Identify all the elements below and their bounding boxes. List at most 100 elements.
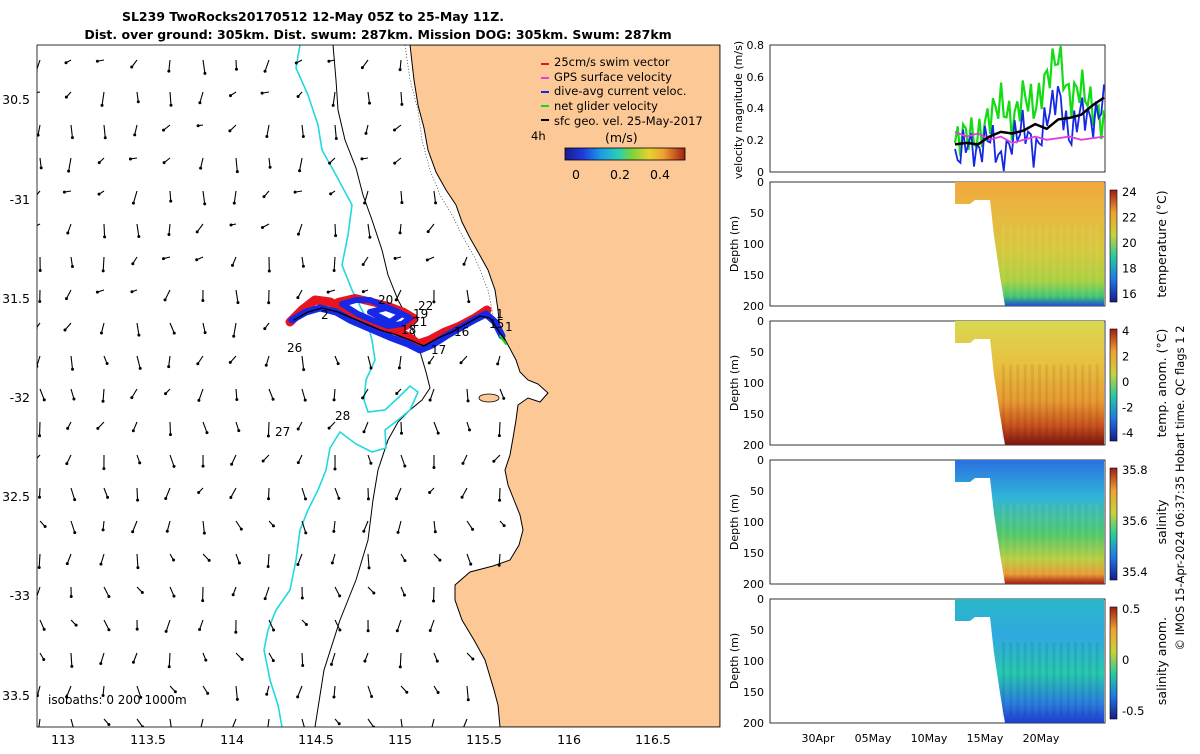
velocity-arrowhead (302, 368, 305, 371)
velocity-arrowhead (70, 595, 73, 598)
velocity-arrowhead (405, 691, 408, 694)
section-streak (1031, 503, 1034, 577)
velocity-arrowhead (272, 398, 275, 401)
velocity-arrowhead (173, 332, 176, 335)
velocity-arrowhead (261, 226, 264, 229)
section-streak (1052, 642, 1055, 716)
section-ylabel: Depth (m) (728, 216, 741, 272)
colorbar-tick: 20 (1122, 236, 1137, 250)
velocity-arrowhead (304, 497, 307, 500)
xtick: 30Apr (801, 732, 835, 745)
velocity-arrowhead (73, 531, 76, 534)
section-streak (1060, 642, 1063, 716)
velocity-arrow (499, 422, 500, 436)
section-streak (1074, 503, 1077, 577)
section-streak (1074, 642, 1077, 716)
velocity-arrowhead (496, 362, 499, 365)
velocity-arrowhead (266, 729, 269, 732)
velocity-arrowhead (269, 166, 272, 169)
colorbar-tick: 35.8 (1122, 463, 1148, 477)
day-label: 17 (431, 343, 446, 357)
section-streak (1002, 642, 1005, 716)
section-streak (1002, 503, 1005, 577)
colorbar-tick: -4 (1122, 426, 1133, 440)
title-line1: SL239 TwoRocks20170512 12-May 05Z to 25-… (122, 9, 504, 24)
velocity-arrowhead (199, 167, 202, 170)
velocity-arrowhead (164, 298, 167, 301)
colorbar-units: (m/s) (605, 130, 638, 145)
velocity-arrowhead (363, 201, 366, 204)
lat-tick: 31.5 (2, 291, 30, 306)
section-streak (1052, 225, 1055, 299)
colorbar-tick: 35.6 (1122, 514, 1148, 528)
section-streak (1009, 642, 1012, 716)
velocity-arrowhead (233, 202, 236, 205)
velocity-arrowhead (65, 61, 68, 64)
velocity-arrowhead (272, 659, 275, 662)
velocity-arrow (335, 224, 336, 236)
velocity-arrowhead (437, 432, 440, 435)
velocity-arrow (170, 191, 171, 201)
velocity-arrowhead (167, 365, 170, 368)
velocity-arrowhead (395, 298, 398, 301)
velocity-arrowhead (267, 497, 270, 500)
velocity-arrowhead (131, 530, 134, 533)
velocity-arrowhead (327, 291, 330, 294)
velocity-arrowhead (99, 662, 102, 665)
velocity-arrowhead (467, 698, 470, 701)
velocity-arrowhead (130, 65, 133, 68)
velocity-arrowhead (298, 169, 301, 172)
velocity-arrowhead (305, 623, 308, 626)
colorbar-tick: 2 (1122, 350, 1129, 364)
velocity-arrowhead (203, 72, 206, 75)
velocity-arrowhead (170, 104, 173, 107)
legend-label: GPS surface velocity (554, 70, 672, 84)
velocity-arrowhead (240, 528, 243, 531)
colorbar-tick: 4 (1122, 324, 1129, 338)
velocity-arrowhead (198, 628, 201, 631)
velocity-arrowhead (208, 559, 211, 562)
velocity-arrowhead (332, 104, 335, 107)
velocity-arrowhead (337, 497, 340, 500)
section-streak (1060, 503, 1063, 577)
velocity-arrowhead (503, 524, 506, 527)
velocity-arrowhead (403, 559, 406, 562)
velocity-arrowhead (362, 290, 365, 293)
section-streak (1009, 364, 1012, 438)
map-panel: 26 27 28 22 20 21 19 18 17 16 15 1 1 2 1… (2, 45, 720, 747)
section-ylabel: Depth (m) (728, 355, 741, 411)
velocity-arrowhead (132, 202, 135, 205)
lat-tick: 33.5 (2, 688, 30, 703)
ytick: 150 (743, 408, 764, 421)
velocity-arrowhead (40, 166, 43, 169)
velocity-arrowhead (372, 591, 375, 594)
velocity-arrowhead (63, 329, 66, 332)
section-colorbar (1110, 468, 1117, 580)
ytick: 200 (743, 717, 764, 730)
velocity-arrowhead (296, 695, 299, 698)
ytick: 100 (743, 516, 764, 529)
xtick: 10May (911, 732, 948, 745)
colorbar-tick: 0 (572, 167, 580, 182)
velocity-arrowhead (32, 92, 35, 95)
section-streak (1031, 642, 1034, 716)
section-streak (1045, 225, 1048, 299)
velocity-arrowhead (368, 102, 371, 105)
lon-tick: 113 (51, 732, 75, 747)
day-label: 1 (505, 320, 513, 334)
velocity-arrowhead (43, 398, 46, 401)
velocity-arrowhead (459, 361, 462, 364)
velocity-arrowhead (332, 530, 335, 533)
velocity-arrowhead (139, 367, 142, 370)
velocity-arrowhead (42, 658, 45, 661)
velocity-arrowhead (162, 129, 165, 132)
day-label: 16 (454, 325, 469, 339)
velocity-arrowhead (429, 399, 432, 402)
velocity-arrowhead (361, 66, 364, 69)
section-streak (1088, 503, 1091, 577)
section-streak (1016, 503, 1019, 577)
velocity-arrowhead (330, 663, 333, 666)
